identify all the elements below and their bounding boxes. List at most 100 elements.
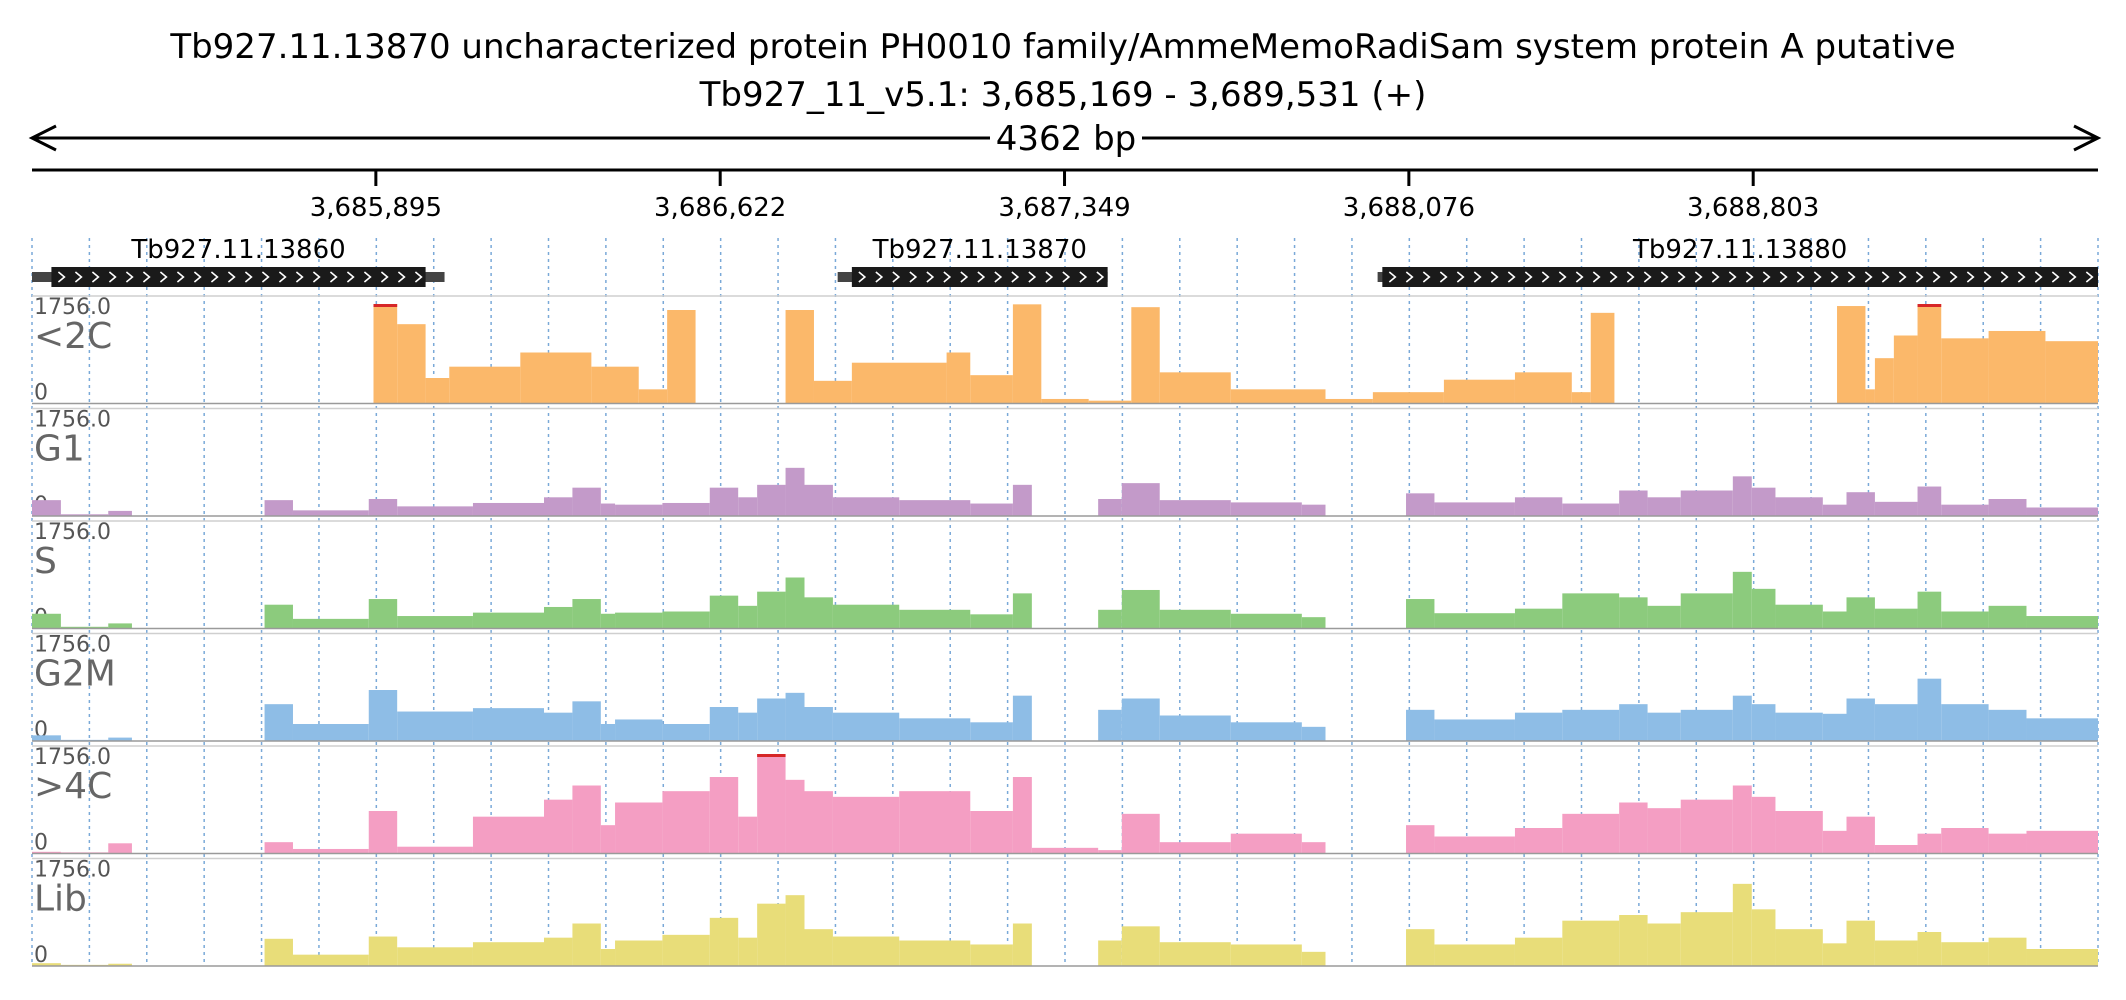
- coverage-bar: [786, 578, 805, 629]
- plot-title: Tb927.11.13870 uncharacterized protein P…: [169, 27, 1955, 67]
- coverage-bar: [615, 719, 662, 741]
- coverage-bar: [1989, 710, 2027, 741]
- coverage-bar: [1160, 716, 1231, 741]
- coverage-bar: [1231, 722, 1302, 741]
- gene-feature[interactable]: Tb927.11.13870: [838, 235, 1108, 287]
- coverage-bar: [1562, 921, 1619, 966]
- coverage-bar: [738, 497, 757, 516]
- coverage-bar: [1619, 491, 1647, 516]
- coverage-bar: [805, 597, 833, 628]
- coverage-bar: [615, 613, 662, 629]
- track-name: Lib: [34, 879, 87, 920]
- coverage-bar: [1733, 786, 1752, 854]
- coverage-bar: [757, 592, 785, 629]
- coverage-bar: [615, 505, 662, 516]
- coverage-bar: [970, 614, 1013, 628]
- span-indicator: 4362 bp: [32, 119, 2098, 159]
- coverage-bar: [1918, 679, 1942, 741]
- coverage-bar: [520, 353, 591, 404]
- coverage-bar: [1941, 704, 1988, 741]
- coverage-bar: [2026, 508, 2098, 516]
- coverage-bar: [899, 941, 970, 966]
- gene-feature[interactable]: Tb927.11.13860: [32, 235, 445, 287]
- coverage-bar: [1160, 842, 1231, 853]
- coverage-bar: [1434, 944, 1515, 966]
- coverage-bar: [1823, 714, 1847, 741]
- coverage-bar: [1941, 612, 1988, 629]
- coverage-bar: [1515, 609, 1562, 629]
- coverage-bar: [1752, 488, 1776, 516]
- coverage-bar: [786, 693, 805, 741]
- coverage-bar: [397, 324, 425, 403]
- coverage-bar: [899, 610, 970, 629]
- coverage-bar: [265, 939, 293, 966]
- coverage-bar: [544, 607, 572, 629]
- coverage-bar: [1122, 814, 1160, 854]
- axis-tick-label: 3,686,622: [654, 193, 786, 223]
- gene-feature[interactable]: Tb927.11.13880: [1378, 235, 2098, 287]
- coverage-bar: [1098, 499, 1122, 516]
- coverage-bar: [786, 895, 805, 966]
- coverage-bar: [1013, 304, 1041, 403]
- coverage-bar: [572, 599, 600, 628]
- coverage-bar: [899, 791, 970, 853]
- coverage-bar: [662, 724, 709, 741]
- coverage-bar: [1823, 505, 1847, 516]
- coverage-bar: [601, 614, 615, 629]
- coverage-bar: [1562, 504, 1619, 516]
- coverage-bar: [786, 468, 805, 516]
- coverage-bar: [572, 924, 600, 966]
- coverage-bar: [1122, 699, 1160, 741]
- coverage-bar: [1406, 825, 1434, 853]
- coverage-bar: [1572, 392, 1591, 403]
- coverage-bar: [1989, 499, 2027, 516]
- coverage-bar: [662, 503, 709, 516]
- coverage-bar: [473, 817, 544, 854]
- coverage-bar: [1989, 834, 2027, 854]
- coverage-bar: [805, 707, 833, 741]
- coverage-bar: [1160, 500, 1231, 516]
- coverage-bar: [544, 938, 572, 966]
- coverage-bar: [265, 704, 293, 741]
- coverage-bar: [1752, 704, 1776, 741]
- coverage-bar: [1894, 336, 1918, 404]
- coverage-bar: [1648, 924, 1681, 966]
- coverage-bar: [1823, 831, 1847, 854]
- coverage-bar: [397, 712, 473, 741]
- coverage-bar: [1989, 938, 2027, 966]
- coverage-bar: [1875, 358, 1894, 403]
- coverage-bar: [1733, 476, 1752, 516]
- coverage-bar: [1875, 845, 1918, 853]
- coverage-bar: [1846, 492, 1874, 516]
- coverage-bar: [833, 797, 899, 854]
- track-min-label: 0: [34, 831, 48, 856]
- coverage-bar: [1013, 924, 1032, 966]
- coverage-bar: [426, 378, 450, 403]
- coverage-bar: [1562, 593, 1619, 628]
- clip-marker: [1918, 304, 1942, 307]
- coverage-bar: [805, 929, 833, 966]
- coverage-bar: [1837, 306, 1865, 403]
- coverage-bar: [1619, 915, 1647, 966]
- coverage-bar: [544, 497, 572, 516]
- coverage-bar: [1131, 307, 1159, 403]
- coverage-bar: [1302, 505, 1326, 516]
- coverage-bar: [662, 935, 709, 966]
- coverage-bar: [899, 500, 970, 516]
- coverage-bar: [2026, 831, 2098, 854]
- coverage-bar: [1591, 313, 1615, 404]
- coverage-bar: [1302, 842, 1326, 853]
- coverage-bar: [1515, 938, 1562, 966]
- coverage-bar: [1302, 727, 1326, 741]
- coverage-bar: [1013, 485, 1032, 516]
- coverage-bar: [591, 367, 638, 404]
- axis-tick-label: 3,687,349: [998, 193, 1130, 223]
- coverage-bar: [710, 777, 738, 853]
- coverage-bar: [293, 955, 369, 966]
- coverage-bar: [738, 713, 757, 741]
- coverage-bar: [1875, 609, 1918, 629]
- coverage-bar: [1122, 590, 1160, 629]
- coverage-bar: [662, 612, 709, 629]
- coverage-bar: [1434, 502, 1515, 516]
- coverage-bar: [108, 511, 132, 516]
